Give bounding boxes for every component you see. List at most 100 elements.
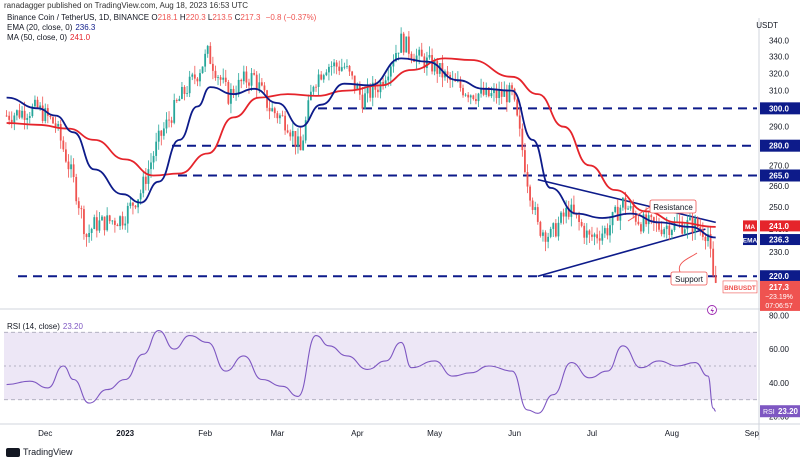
candle[interactable] — [459, 76, 462, 92]
candle[interactable] — [181, 81, 183, 100]
candle[interactable] — [477, 92, 480, 107]
candle[interactable] — [513, 87, 516, 102]
candle[interactable] — [317, 69, 320, 97]
candle[interactable] — [165, 112, 168, 134]
candle[interactable] — [325, 69, 328, 77]
candle[interactable] — [59, 119, 62, 149]
candle[interactable] — [291, 121, 294, 146]
candle[interactable] — [423, 53, 426, 73]
candle[interactable] — [271, 103, 274, 112]
candle[interactable] — [106, 207, 109, 232]
candle[interactable] — [307, 94, 310, 122]
candle[interactable] — [632, 199, 635, 219]
candle[interactable] — [111, 219, 114, 225]
candle[interactable] — [689, 213, 691, 221]
candle[interactable] — [593, 232, 596, 246]
candle[interactable] — [186, 86, 188, 97]
candle[interactable] — [616, 199, 619, 221]
candle[interactable] — [160, 129, 163, 146]
candle[interactable] — [650, 214, 653, 225]
candle[interactable] — [250, 67, 253, 91]
candle[interactable] — [13, 112, 16, 131]
candle[interactable] — [609, 216, 611, 243]
candle[interactable] — [379, 78, 382, 99]
candle[interactable] — [343, 62, 346, 70]
candle[interactable] — [462, 84, 464, 98]
candle[interactable] — [273, 106, 276, 118]
candle[interactable] — [371, 76, 374, 107]
candle[interactable] — [516, 98, 519, 117]
candle[interactable] — [601, 225, 604, 245]
candle[interactable] — [542, 229, 544, 242]
candle[interactable] — [402, 31, 405, 56]
support-trendline[interactable] — [537, 228, 706, 278]
candle[interactable] — [193, 65, 196, 85]
candle[interactable] — [183, 85, 186, 101]
candle[interactable] — [289, 129, 292, 141]
candle[interactable] — [676, 212, 678, 223]
candle[interactable] — [547, 232, 550, 249]
candle[interactable] — [170, 116, 173, 128]
candle[interactable] — [508, 82, 511, 103]
candle[interactable] — [709, 225, 712, 258]
candle[interactable] — [603, 225, 606, 238]
candle[interactable] — [281, 110, 284, 117]
candle[interactable] — [209, 42, 212, 65]
candle[interactable] — [428, 46, 431, 60]
candle[interactable] — [253, 69, 256, 76]
candle[interactable] — [5, 110, 8, 117]
candle[interactable] — [90, 227, 93, 241]
candle[interactable] — [356, 82, 359, 90]
candle[interactable] — [647, 210, 650, 234]
candle[interactable] — [627, 205, 629, 210]
candle[interactable] — [276, 110, 279, 124]
candle[interactable] — [420, 42, 423, 57]
candle[interactable] — [338, 60, 341, 76]
candle[interactable] — [255, 71, 258, 98]
candle[interactable] — [93, 214, 96, 230]
candle[interactable] — [449, 72, 452, 88]
ma50-line[interactable] — [6, 57, 716, 228]
candle[interactable] — [28, 112, 31, 124]
candle[interactable] — [554, 219, 557, 238]
candle[interactable] — [162, 122, 165, 140]
candle[interactable] — [526, 164, 529, 194]
candle[interactable] — [611, 211, 614, 234]
candle[interactable] — [70, 155, 72, 178]
candle[interactable] — [72, 158, 75, 183]
rsi-legend[interactable]: RSI (14, close) 23.20 — [7, 322, 83, 331]
candle[interactable] — [384, 75, 387, 89]
candle[interactable] — [498, 81, 501, 106]
candle[interactable] — [668, 221, 671, 241]
candle[interactable] — [704, 234, 707, 250]
candle[interactable] — [531, 197, 534, 215]
candle[interactable] — [557, 216, 560, 241]
candle[interactable] — [219, 74, 222, 86]
candle[interactable] — [524, 143, 526, 174]
candle[interactable] — [335, 60, 338, 75]
candle[interactable] — [10, 111, 13, 129]
candle[interactable] — [80, 205, 83, 219]
tradingview-brand[interactable]: TradingView — [6, 447, 73, 457]
candle[interactable] — [606, 223, 609, 240]
ma-legend[interactable]: MA (50, close, 0) 241.0 — [7, 33, 90, 42]
candle[interactable] — [196, 77, 199, 87]
candle[interactable] — [199, 69, 201, 87]
candle[interactable] — [245, 66, 248, 89]
ema20-line[interactable] — [6, 57, 716, 239]
rsi-line[interactable] — [6, 330, 716, 414]
candle[interactable] — [518, 107, 521, 137]
candle[interactable] — [495, 83, 498, 104]
candle[interactable] — [652, 216, 655, 231]
candle[interactable] — [232, 85, 235, 98]
candle[interactable] — [279, 113, 281, 124]
candle[interactable] — [671, 228, 673, 240]
candle[interactable] — [302, 134, 305, 151]
candle[interactable] — [173, 93, 176, 125]
candle[interactable] — [637, 215, 640, 226]
candle[interactable] — [75, 173, 78, 205]
candle[interactable] — [366, 78, 369, 103]
candle[interactable] — [36, 96, 39, 109]
candle[interactable] — [191, 72, 194, 81]
